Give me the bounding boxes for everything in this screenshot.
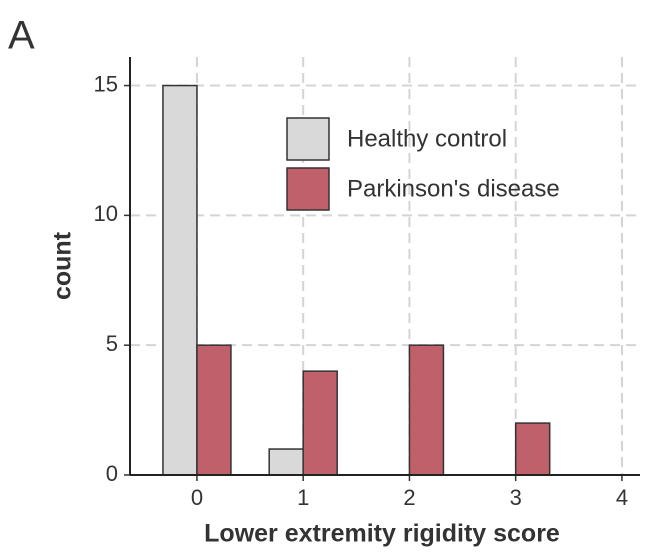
bar — [162, 84, 198, 476]
panel-label: A — [8, 14, 35, 58]
y-tick-label: 10 — [94, 201, 118, 226]
x-tick-label: 1 — [297, 485, 309, 510]
x-tick-label: 2 — [403, 485, 415, 510]
bar — [268, 448, 304, 476]
y-tick-label: 0 — [106, 461, 118, 486]
bar — [302, 370, 338, 476]
bar — [196, 344, 232, 476]
x-tick-label: 3 — [510, 485, 522, 510]
x-axis-label: Lower extremity rigidity score — [204, 520, 560, 548]
legend-label: Healthy control — [347, 125, 507, 152]
legend-label: Parkinson's disease — [347, 175, 560, 202]
y-tick-label: 5 — [106, 331, 118, 356]
x-tick-label: 0 — [191, 485, 203, 510]
bar — [408, 344, 445, 476]
legend-swatch — [286, 167, 330, 211]
bar — [514, 422, 551, 476]
x-tick-label: 4 — [616, 485, 628, 510]
legend-swatch — [286, 117, 330, 161]
y-axis-label: count — [49, 231, 77, 300]
y-tick-label: 15 — [94, 71, 118, 96]
